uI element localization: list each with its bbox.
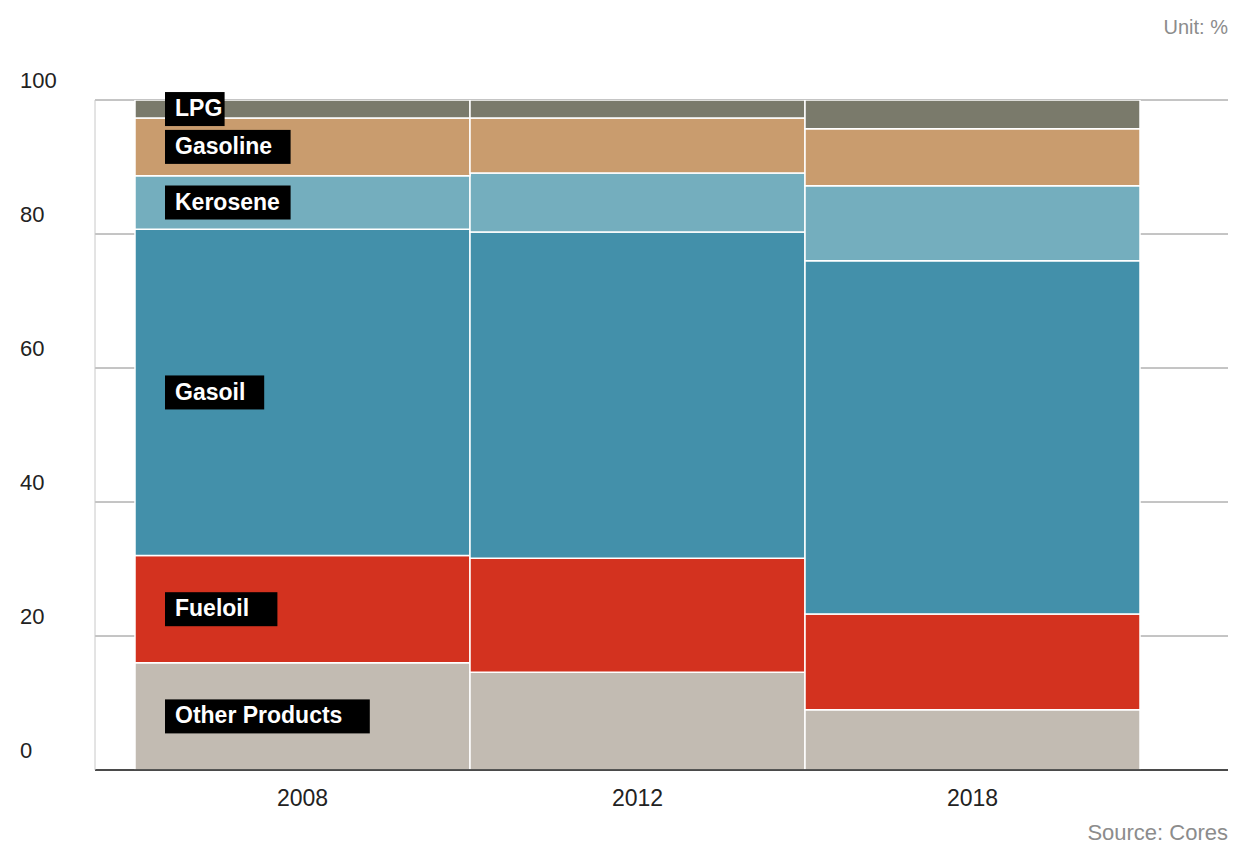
svg-text:60: 60: [20, 336, 44, 361]
svg-text:80: 80: [20, 202, 44, 227]
svg-text:20: 20: [20, 604, 44, 629]
svg-text:2012: 2012: [612, 785, 663, 811]
svg-text:2008: 2008: [277, 785, 328, 811]
svg-text:Kerosene: Kerosene: [175, 189, 280, 215]
svg-text:Fueloil: Fueloil: [175, 595, 249, 621]
svg-text:LPG: LPG: [175, 95, 222, 121]
svg-text:Gasoil: Gasoil: [175, 379, 245, 405]
svg-text:2018: 2018: [947, 785, 998, 811]
svg-text:Gasoline: Gasoline: [175, 133, 272, 159]
svg-text:40: 40: [20, 470, 44, 495]
html-text:Source: Cores: Source: Cores: [1087, 820, 1228, 845]
svg-text:100: 100: [20, 68, 57, 93]
svg-text:Other Products: Other Products: [175, 702, 342, 728]
html-text:Unit: %: Unit: %: [1163, 16, 1228, 38]
svg-text:0: 0: [20, 738, 32, 763]
